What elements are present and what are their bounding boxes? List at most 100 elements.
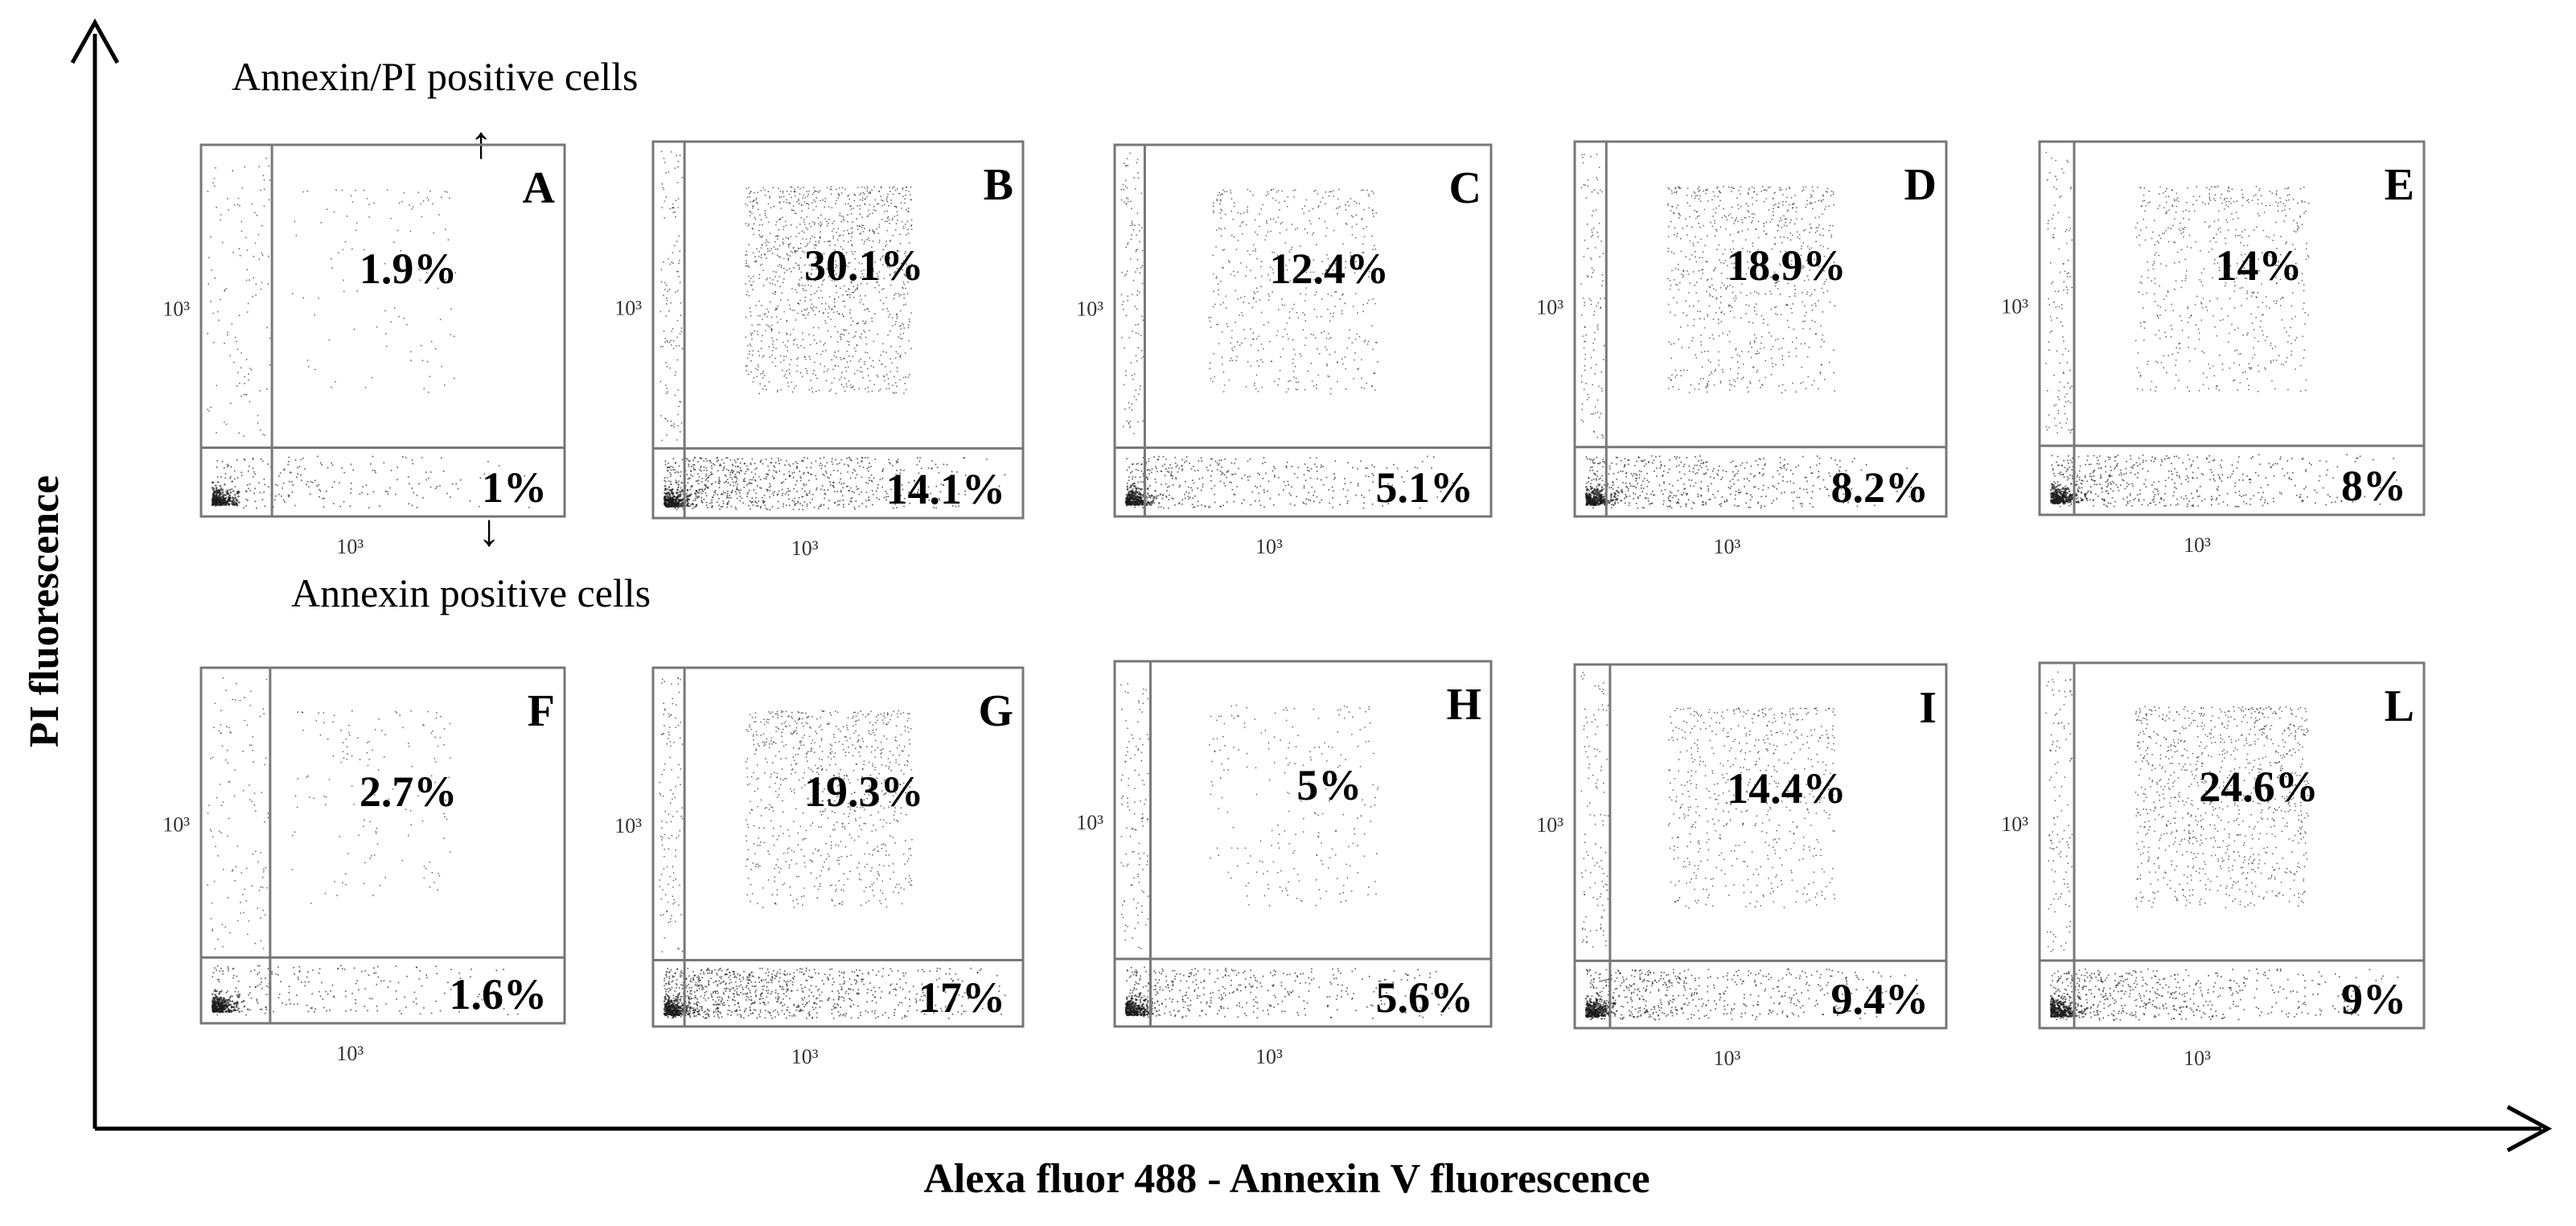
dot — [696, 473, 699, 475]
dot — [869, 357, 871, 359]
dot — [727, 502, 729, 504]
dot — [663, 261, 664, 263]
dot — [737, 488, 739, 491]
dot — [1128, 492, 1130, 495]
dot — [1160, 506, 1162, 508]
dot — [818, 389, 820, 392]
dot — [866, 195, 868, 198]
dot — [1283, 480, 1285, 483]
dot — [907, 324, 910, 326]
dot — [249, 368, 251, 369]
dot — [857, 322, 859, 324]
dot — [453, 335, 455, 338]
dot — [884, 366, 886, 368]
dot — [1252, 332, 1255, 334]
dot — [795, 358, 798, 360]
dot — [834, 326, 836, 327]
dot — [1601, 475, 1603, 477]
dot — [677, 270, 680, 273]
dot — [769, 489, 771, 492]
dot — [1303, 485, 1305, 488]
dot — [1313, 494, 1314, 496]
dot — [256, 214, 258, 216]
dot — [855, 350, 857, 352]
dot — [1210, 327, 1212, 328]
dot — [818, 311, 820, 313]
dot — [842, 216, 844, 218]
dot — [1192, 506, 1194, 508]
dot — [745, 223, 747, 224]
dot — [831, 359, 832, 361]
dot — [448, 270, 450, 273]
dot — [1125, 315, 1128, 317]
dot — [893, 186, 895, 188]
dot — [680, 496, 682, 498]
dot — [844, 329, 846, 331]
dot — [793, 471, 795, 474]
dot — [771, 361, 774, 364]
dot — [790, 250, 792, 253]
dot — [317, 455, 319, 458]
dot — [865, 505, 868, 508]
dot — [672, 262, 674, 264]
dot — [855, 331, 857, 333]
dot — [664, 480, 667, 483]
dot — [862, 303, 865, 306]
dot — [843, 230, 845, 232]
dot — [367, 493, 369, 496]
dot — [1136, 496, 1138, 498]
dot — [854, 470, 857, 472]
dot — [726, 479, 729, 480]
dot — [1262, 204, 1264, 206]
dot — [1214, 303, 1216, 306]
dot — [1332, 506, 1334, 508]
dot — [759, 479, 762, 481]
dot — [903, 297, 906, 299]
dot — [836, 463, 839, 465]
dot — [759, 383, 762, 385]
dot — [762, 187, 765, 189]
dot — [1120, 199, 1123, 201]
dot — [257, 233, 260, 236]
dot — [408, 483, 410, 485]
dot — [675, 291, 677, 294]
dot — [757, 315, 759, 317]
dot — [816, 377, 818, 380]
dot — [420, 203, 422, 205]
dot — [842, 487, 844, 489]
dot — [1306, 232, 1309, 234]
dot — [802, 496, 804, 498]
dot — [833, 502, 836, 504]
dot — [840, 384, 843, 385]
dot — [1327, 375, 1329, 377]
dot — [407, 475, 409, 478]
dot — [420, 344, 422, 347]
dot — [1591, 498, 1594, 501]
dot — [796, 463, 799, 465]
dot — [795, 385, 797, 387]
dot — [885, 388, 888, 390]
dot — [528, 506, 530, 508]
dot — [761, 244, 763, 246]
dot — [750, 482, 753, 484]
dot — [842, 504, 844, 506]
dot — [718, 504, 720, 507]
dot — [438, 214, 440, 216]
dot — [1317, 374, 1320, 376]
dot — [235, 498, 237, 501]
dot — [1282, 335, 1284, 338]
dot — [1362, 228, 1365, 230]
dot — [246, 484, 249, 487]
dot — [1129, 421, 1132, 422]
dot — [909, 502, 911, 504]
dot — [1699, 464, 1701, 467]
dot — [891, 219, 894, 221]
dot — [220, 502, 223, 504]
dot — [836, 291, 838, 294]
dot — [323, 506, 325, 508]
dot — [1233, 346, 1235, 348]
dot — [821, 297, 824, 298]
dot — [685, 492, 688, 495]
dot — [823, 504, 825, 506]
dot — [871, 504, 873, 506]
